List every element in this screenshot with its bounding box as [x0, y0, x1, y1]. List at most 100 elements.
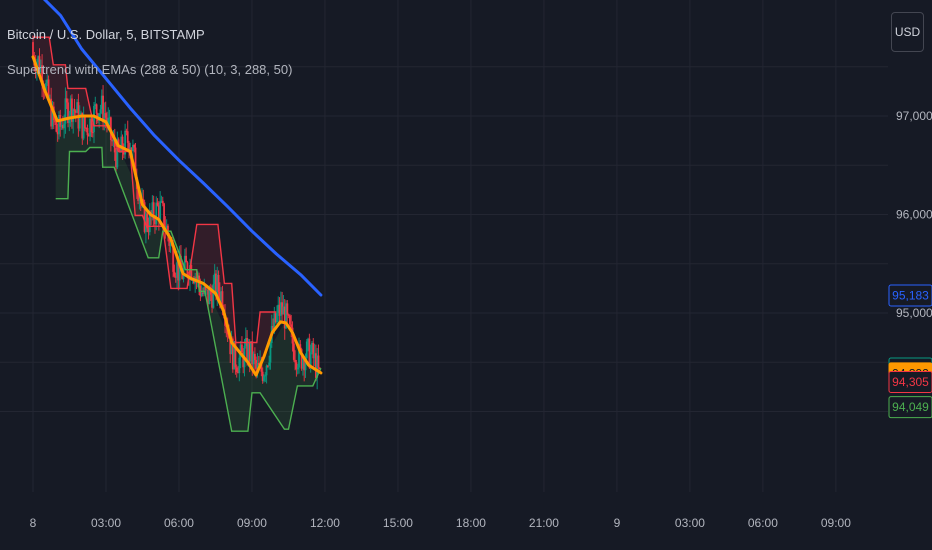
candle-body	[253, 353, 256, 361]
candle-body	[235, 367, 238, 372]
candle-body	[237, 371, 239, 374]
candle-body	[113, 139, 116, 153]
candle-body	[205, 289, 208, 291]
candle-body	[266, 365, 269, 367]
candle-body	[220, 291, 223, 302]
candle-body	[212, 283, 215, 308]
candle-body	[314, 353, 317, 378]
candle-body	[147, 228, 150, 233]
candle-body	[58, 115, 60, 135]
candle-body	[255, 360, 258, 369]
candle-body	[81, 112, 84, 139]
candle-body	[85, 127, 88, 129]
candle-body	[287, 314, 290, 316]
supertrend-down-line	[33, 36, 277, 344]
candle-body	[294, 359, 297, 363]
candle-body	[292, 343, 295, 360]
candle-body	[65, 98, 68, 103]
candle-body	[313, 353, 316, 359]
candle-body	[160, 200, 163, 202]
candle-body	[213, 273, 216, 284]
candle-body	[156, 202, 159, 206]
candle-body	[207, 289, 210, 305]
candle-body	[142, 199, 145, 203]
candle-body	[234, 341, 237, 368]
candle-body	[84, 116, 86, 128]
candle-body	[63, 123, 66, 129]
candle-body	[241, 344, 243, 352]
price-label: 94,049	[888, 396, 932, 419]
price-axis[interactable]: 97,00096,00095,00095,18394,44294,39294,3…	[888, 109, 932, 419]
candle-body	[45, 83, 47, 93]
candle-body	[209, 289, 212, 295]
candle-body	[221, 291, 224, 311]
candle-body	[277, 304, 280, 314]
candle-body	[137, 188, 140, 201]
candle-body	[125, 130, 128, 132]
candle-body	[217, 274, 220, 292]
candle-body	[121, 136, 124, 153]
candle-body	[78, 115, 81, 129]
candle-body	[250, 341, 252, 362]
supertrend-lines	[33, 36, 322, 432]
candle-body	[309, 352, 312, 368]
candle-body	[216, 274, 219, 296]
candle-body	[103, 113, 106, 123]
price-label-text: 94,305	[892, 375, 929, 389]
price-label-box	[888, 284, 932, 307]
candle-body	[276, 313, 278, 323]
candle-body	[108, 117, 111, 119]
candle-body	[269, 343, 272, 363]
candle-body	[273, 313, 276, 331]
time-tick-label: 09:00	[237, 516, 267, 530]
candle-body	[177, 262, 180, 281]
candle-body	[290, 324, 293, 328]
grid-lines	[0, 0, 888, 492]
price-label-text: 95,183	[892, 288, 929, 302]
candle-body	[203, 286, 206, 294]
candle-body	[60, 124, 63, 127]
candle-body	[168, 235, 171, 246]
candle-body	[99, 109, 102, 114]
candle-body	[311, 342, 313, 353]
candle-body	[183, 255, 186, 269]
candle-body	[204, 286, 207, 290]
candle-body	[282, 306, 285, 315]
candle-body	[143, 202, 146, 232]
candle-body	[61, 124, 64, 129]
candle-body	[130, 147, 133, 152]
candle-body	[86, 128, 89, 136]
candle-body	[93, 105, 95, 133]
candle-body	[215, 273, 217, 296]
candle-body	[302, 358, 304, 369]
candle-body	[308, 338, 311, 368]
candle-body	[278, 304, 281, 316]
time-tick-label: 03:00	[675, 516, 705, 530]
time-axis[interactable]: 8 03:00 06:00 09:00 12:00 15:00 18:00 21:00 9 03:…	[30, 516, 852, 530]
candle-body	[126, 131, 129, 143]
candle-body	[39, 65, 42, 73]
candle-body	[91, 132, 94, 134]
time-tick-label: 15:00	[383, 516, 413, 530]
indicator-legend[interactable]: Supertrend with EMAs (288 & 50) (10, 3, …	[7, 62, 293, 77]
currency-button[interactable]: USD	[891, 12, 924, 52]
symbol-legend[interactable]: Bitcoin / U.S. Dollar, 5, BITSTAMP	[7, 27, 205, 42]
candle-body	[317, 355, 320, 368]
candle-body	[107, 118, 110, 125]
ema-lines	[31, 0, 323, 377]
candle-body	[82, 116, 85, 139]
candle-body	[102, 95, 104, 123]
candle-body	[87, 135, 90, 137]
price-label-box	[888, 396, 932, 419]
candle-body	[41, 65, 43, 86]
candle-body	[122, 152, 125, 155]
candle-body	[246, 338, 249, 363]
candle-body	[80, 112, 82, 116]
candle-body	[299, 344, 302, 350]
candle-body	[51, 106, 54, 127]
candle-body	[64, 98, 67, 124]
candle-body	[229, 337, 232, 355]
time-tick-label: 06:00	[164, 516, 194, 530]
candle-body	[157, 205, 160, 220]
